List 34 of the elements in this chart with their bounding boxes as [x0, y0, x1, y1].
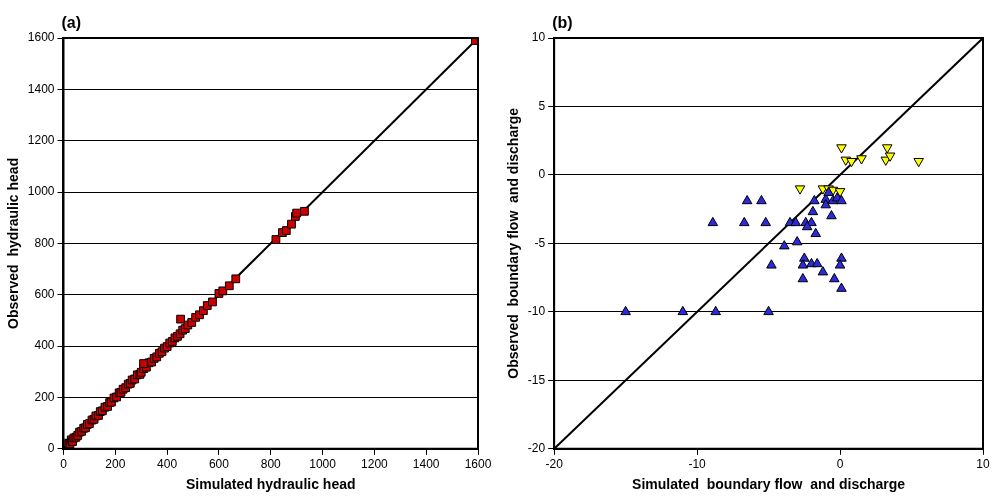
- x-tick-label: 10: [976, 457, 990, 472]
- y-tick-label: 1600: [27, 30, 55, 45]
- y-tick-label: 400: [34, 338, 55, 353]
- x-tick-label: -10: [688, 457, 707, 472]
- y-tick-label: 1000: [27, 184, 55, 199]
- x-axis-title: Simulated hydraulic head: [185, 476, 356, 493]
- y-tick-label: -20: [527, 441, 546, 456]
- y-tick-label: 10: [531, 30, 546, 45]
- chart-title: (b): [552, 14, 573, 32]
- y-axis-title: Observed hydraulic head: [5, 157, 22, 329]
- y-axis-title: Observed boundary flow and discharge: [505, 107, 522, 379]
- x-tick-label: 1400: [412, 457, 440, 472]
- x-tick-label: 800: [260, 457, 282, 472]
- x-tick-label: 0: [60, 457, 68, 472]
- x-tick-label: 1000: [309, 457, 337, 472]
- x-axis-title: Simulated boundary flow and discharge: [632, 476, 906, 493]
- x-tick-label: 600: [208, 457, 230, 472]
- y-tick-label: 0: [538, 167, 546, 182]
- y-tick-label: -5: [534, 235, 546, 250]
- x-tick-label: 1200: [361, 457, 389, 472]
- y-tick-label: -10: [527, 304, 546, 319]
- y-tick-label: 200: [34, 389, 55, 404]
- x-tick-label: 200: [105, 457, 126, 472]
- y-tick-label: 800: [34, 235, 55, 250]
- y-tick-label: -15: [527, 372, 546, 387]
- y-tick-label: 600: [34, 287, 55, 302]
- x-tick-label: 0: [836, 457, 844, 472]
- y-tick-label: 0: [47, 441, 55, 456]
- y-tick-label: 1200: [27, 133, 55, 148]
- x-tick-label: 1600: [464, 457, 492, 472]
- x-tick-label: 400: [157, 457, 178, 472]
- y-tick-label: 5: [538, 98, 546, 113]
- y-tick-label: 1400: [27, 81, 55, 96]
- chart-title: (a): [61, 14, 82, 32]
